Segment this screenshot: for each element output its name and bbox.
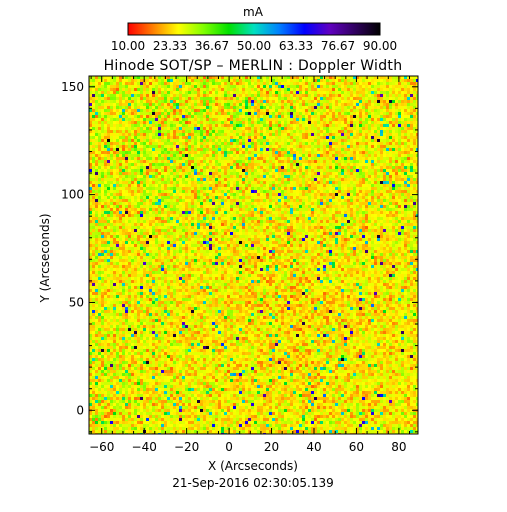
x-tick-label: 20 (264, 440, 279, 454)
colorbar-tick-label: 90.00 (363, 39, 397, 53)
heatmap-image (89, 76, 418, 434)
y-tick-label: 0 (76, 403, 84, 417)
x-tick-label: 0 (225, 440, 233, 454)
y-tick-label: 150 (61, 80, 84, 94)
colorbar (127, 22, 381, 36)
x-axis-label: X (Arcseconds) (208, 459, 298, 473)
colorbar-tick-label: 76.67 (321, 39, 355, 53)
x-tick-label: −60 (89, 440, 114, 454)
x-tick-label: 60 (349, 440, 364, 454)
x-tick-label: −40 (132, 440, 157, 454)
colorbar-tick-label: 63.33 (279, 39, 313, 53)
y-axis-label: Y (Arcseconds) (38, 213, 52, 303)
observation-timestamp: 21-Sep-2016 02:30:05.139 (172, 476, 334, 490)
y-axis-ticks: 0 50 100 150 (61, 80, 418, 433)
x-tick-label: −20 (174, 440, 199, 454)
x-tick-label: 80 (391, 440, 406, 454)
x-tick-label: 40 (306, 440, 321, 454)
colorbar-unit: mA (243, 5, 264, 19)
colorbar-tick-label: 23.33 (153, 39, 187, 53)
y-tick-label: 100 (61, 188, 84, 202)
y-tick-label: 50 (69, 295, 84, 309)
colorbar-tick-label: 10.00 (111, 39, 145, 53)
x-axis-ticks: −60 −40 −20 0 20 40 60 80 (89, 76, 411, 454)
colorbar-tick-labels: 10.00 23.33 36.67 50.00 63.33 76.67 90.00 (111, 39, 397, 53)
colorbar-tick-label: 36.67 (195, 39, 229, 53)
plot-frame (88, 75, 419, 435)
colorbar-tick-label: 50.00 (237, 39, 271, 53)
chart-title: Hinode SOT/SP – MERLIN : Doppler Width (104, 58, 403, 74)
